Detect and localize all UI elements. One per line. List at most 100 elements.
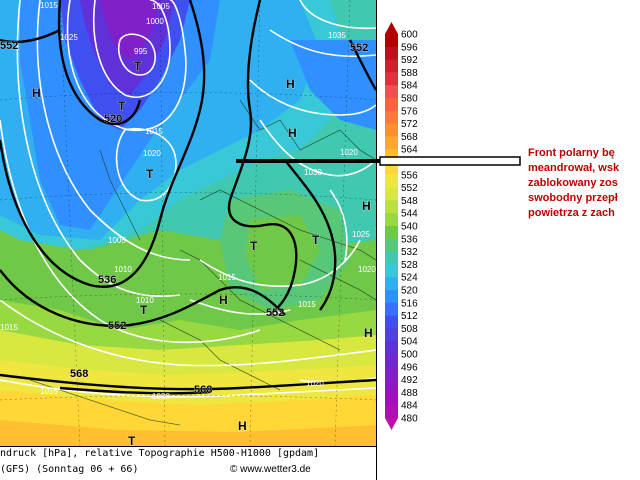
isobar-label: 1025	[60, 33, 78, 42]
legend-value-label: 512	[401, 311, 418, 322]
low-pressure-center: T	[250, 239, 258, 253]
legend-color-swatch	[385, 200, 398, 214]
legend-color-swatch	[385, 187, 398, 201]
legend-color-swatch	[385, 238, 398, 253]
topography-label: 536	[98, 274, 116, 286]
legend-value-label: 540	[401, 222, 418, 233]
legend-bottom-tip	[385, 418, 398, 430]
legend-value-label: 492	[401, 375, 418, 386]
legend-top-tip	[385, 22, 398, 34]
isobar-label: 1030	[304, 168, 322, 177]
legend-color-swatch	[385, 251, 398, 265]
high-pressure-center: H	[364, 326, 373, 340]
annotation-line: swobodny przepł	[528, 192, 618, 204]
low-pressure-center: T	[146, 167, 154, 181]
legend-color-swatch	[385, 379, 398, 393]
legend-color-swatch	[385, 341, 398, 355]
annotation-line: powietrza z zach	[528, 207, 615, 219]
isobar-label: 1020	[306, 379, 324, 388]
legend-color-swatch	[385, 277, 398, 291]
isobar-label: 1020	[143, 149, 161, 158]
legend-color-swatch	[385, 174, 398, 189]
legend-value-label: 596	[401, 42, 418, 53]
legend-value-label: 564	[401, 145, 418, 156]
legend-color-swatch	[385, 328, 398, 342]
isobar-label: 1010	[136, 296, 154, 305]
isobar-label: 1005	[108, 236, 126, 245]
legend-color-swatch	[385, 290, 398, 304]
annotation-text: Front polarny bę meandrował, wsk zabloko…	[528, 146, 640, 221]
legend-value-label: 496	[401, 362, 418, 373]
legend-value-label: 532	[401, 247, 418, 258]
legend-color-swatch	[385, 149, 398, 163]
isobar-label: 1015	[218, 273, 236, 282]
legend-color-swatch	[385, 264, 398, 278]
isobar-label: 1020	[340, 148, 358, 157]
annotation-line: meandrował, wsk	[528, 162, 620, 174]
isobar-label: 1015	[40, 1, 58, 10]
legend-value-label: 572	[401, 119, 418, 130]
low-pressure-center: T	[312, 233, 320, 247]
legend-value-label: 520	[401, 286, 418, 297]
legend-color-swatch	[385, 392, 398, 406]
legend-value-label: 584	[401, 81, 418, 92]
legend-color-swatch	[385, 315, 398, 329]
isobar-label: 1020	[358, 265, 376, 274]
legend-value-label: 508	[401, 324, 418, 335]
weather-map: T T T T T T T H H H H H H H 995 1005 100…	[0, 0, 377, 480]
annotation-line: zablokowany zos	[528, 177, 618, 189]
high-pressure-center: H	[286, 77, 295, 91]
topography-label: 552	[108, 320, 126, 332]
legend-value-label: 488	[401, 388, 418, 399]
isobar-label: 1015	[0, 323, 18, 332]
legend-value-label: 552	[401, 183, 418, 194]
high-pressure-center: H	[32, 86, 41, 100]
isobar-label: 1035	[328, 31, 346, 40]
pressure-center-value: 995	[134, 47, 148, 56]
topography-label: 568	[194, 384, 212, 396]
low-pressure-center: T	[118, 99, 126, 113]
high-pressure-center: H	[219, 293, 228, 307]
low-pressure-center: T	[140, 303, 148, 317]
annotation-line: Front polarny bę	[528, 147, 615, 159]
legend-value-label: 580	[401, 94, 418, 105]
legend-value-label: 484	[401, 401, 418, 412]
legend-value-label: 556	[401, 170, 418, 181]
legend-value-label: 600	[401, 30, 418, 41]
topography-label: 520	[104, 113, 122, 125]
legend-color-swatch	[385, 34, 398, 48]
legend-value-label: 544	[401, 209, 418, 220]
legend-color-swatch	[385, 354, 398, 368]
map-footer-line1: ndruck [hPa], relative Topographie H500-…	[0, 448, 320, 459]
isobar-label: 1015	[145, 127, 163, 136]
legend-color-swatch	[385, 59, 398, 73]
legend-color-swatch	[385, 226, 398, 240]
legend-color-swatch	[385, 72, 398, 86]
legend-color-swatch	[385, 405, 398, 419]
isobar-label: 1000	[146, 17, 164, 26]
legend-value-label: 588	[401, 68, 418, 79]
low-pressure-center: T	[128, 434, 136, 448]
topography-label: 552	[0, 40, 18, 52]
low-pressure-center: T	[134, 59, 142, 73]
map-copyright: © www.wetter3.de	[230, 464, 311, 475]
legend-value-label: 528	[401, 260, 418, 271]
high-pressure-center: H	[362, 199, 371, 213]
legend-color-swatch	[385, 162, 398, 176]
legend-value-label: 536	[401, 234, 418, 245]
legend-value-label: 524	[401, 273, 418, 284]
isobar-label: 1015	[298, 300, 316, 309]
topography-label: 552	[350, 42, 368, 54]
map-footer-line2: (GFS) (Sonntag 06 + 66)	[0, 464, 139, 475]
high-pressure-center: H	[288, 126, 297, 140]
legend-value-label: 480	[401, 414, 418, 425]
isobar-label: 1025	[352, 230, 370, 239]
legend-color-swatch	[385, 110, 398, 125]
legend-value-label: 592	[401, 55, 418, 66]
legend-color-swatch	[385, 98, 398, 112]
high-pressure-center: H	[238, 419, 247, 433]
legend-value-label: 500	[401, 350, 418, 361]
isobar-label: 1015	[40, 387, 58, 396]
legend-color-swatch	[385, 302, 398, 317]
